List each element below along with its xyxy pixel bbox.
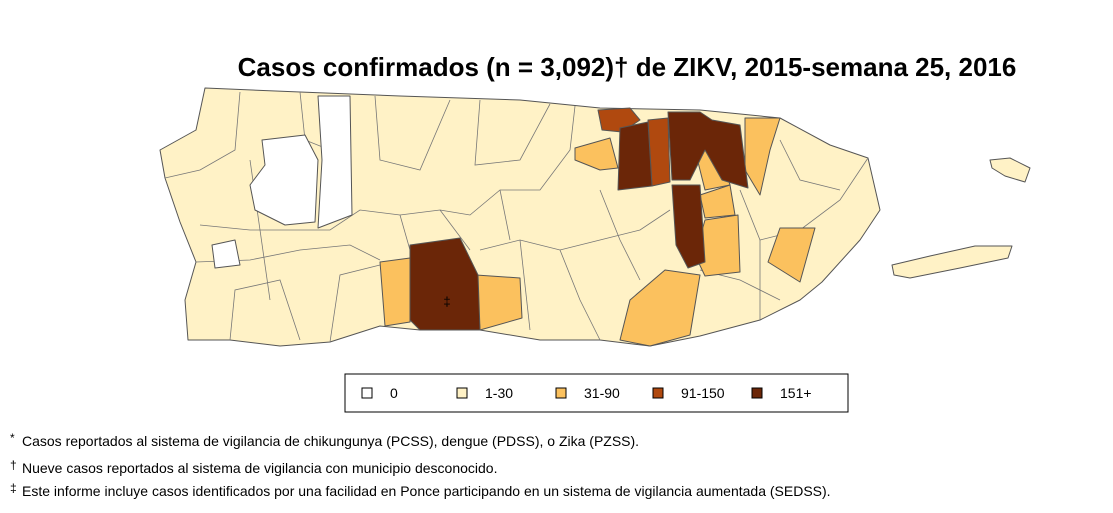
municipality	[249, 134, 319, 226]
footnotes: * Casos reportados al sistema de vigilanc…	[10, 431, 831, 499]
municipality	[767, 227, 816, 283]
footnote-text: Nueve casos reportados al sistema de vig…	[22, 460, 497, 476]
title: Casos confirmados (n = 3,092)† de ZIKV, …	[238, 52, 1017, 82]
legend-label: 91-150	[681, 385, 725, 401]
legend-label: 31-90	[584, 385, 620, 401]
municipality	[617, 121, 653, 191]
legend-swatch	[751, 387, 763, 399]
legend-label: 1-30	[485, 385, 513, 401]
municipal-borders	[164, 91, 869, 343]
legend-label: 0	[390, 385, 398, 401]
footnote-text: Casos reportados al sistema de vigilanci…	[22, 433, 639, 449]
legend-swatch	[555, 387, 567, 399]
footnote-mark: *	[10, 431, 15, 445]
municipality	[409, 237, 481, 331]
map-annotation: ‡	[443, 294, 450, 309]
footnote-mark: ‡	[10, 481, 17, 495]
island	[891, 245, 1013, 279]
legend-swatch	[652, 387, 664, 399]
legend-label: 151+	[780, 385, 812, 401]
legend-swatch	[361, 387, 373, 399]
municipality	[379, 257, 411, 327]
footnote-mark: †	[10, 458, 17, 472]
municipality	[211, 239, 241, 269]
footnote-text: Este informe incluye casos identificados…	[22, 483, 831, 499]
legend-box	[344, 373, 849, 413]
municipality	[619, 269, 701, 347]
legend-swatch	[456, 387, 468, 399]
municipality	[317, 95, 353, 229]
municipality	[574, 137, 619, 171]
municipality	[671, 184, 706, 269]
island	[989, 157, 1031, 183]
legend: 0 1-30 31-90 91-150 151+	[361, 385, 812, 401]
municipality	[667, 111, 749, 189]
